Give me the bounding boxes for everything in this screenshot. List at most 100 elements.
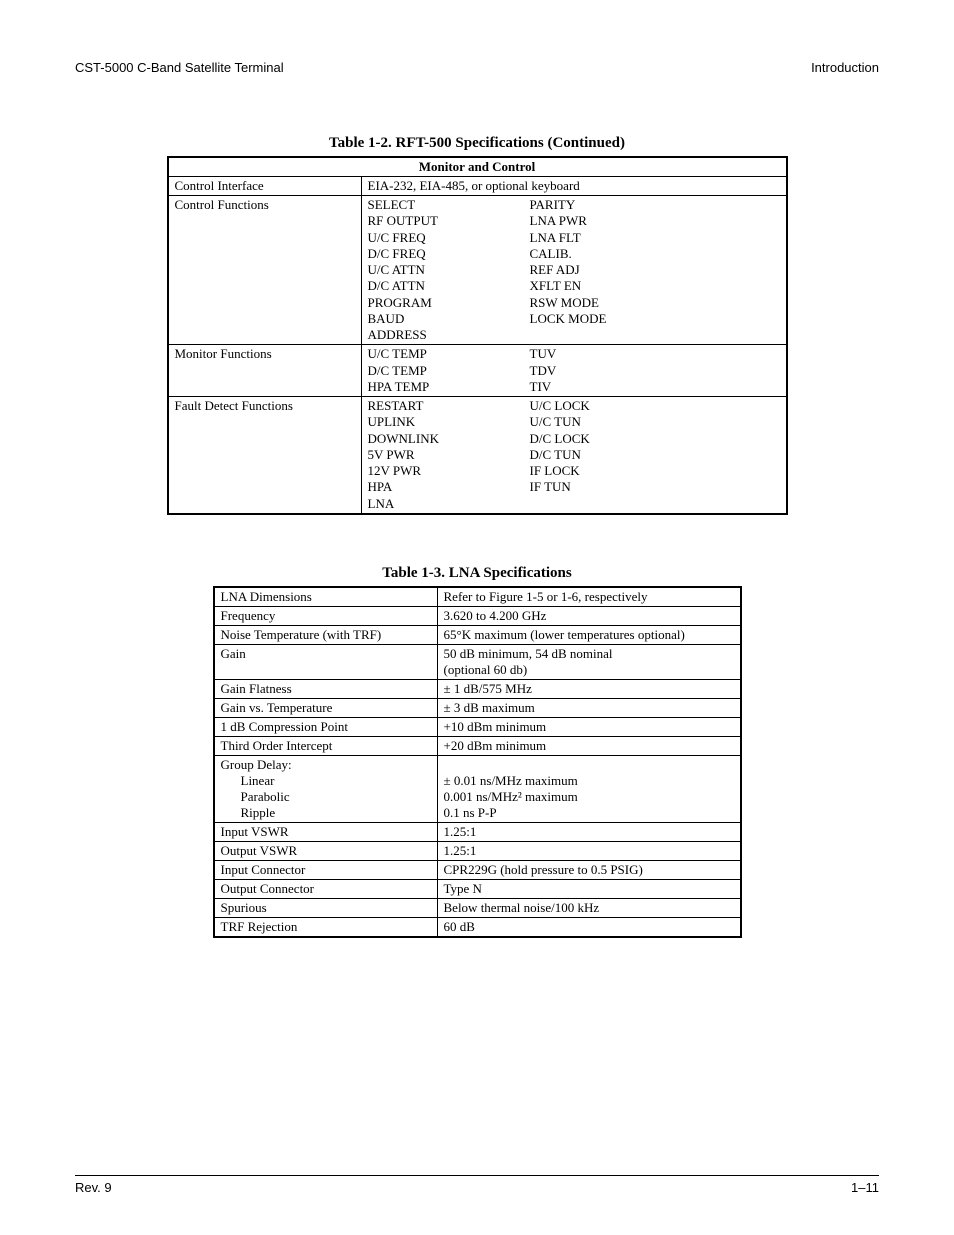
table1-row-fault-detect: Fault Detect Functions RESTART UPLINK DO… (168, 397, 787, 514)
table1: Monitor and Control Control Interface EI… (167, 156, 788, 515)
t2-value: Type N (437, 879, 741, 898)
label-sub: Parabolic (221, 789, 431, 805)
page-footer: Rev. 9 1–11 (75, 1175, 879, 1195)
table1-section-header: Monitor and Control (168, 157, 787, 177)
t2-label: Input Connector (214, 860, 438, 879)
table-row: Group Delay: Linear Parabolic Ripple ± 0… (214, 755, 741, 822)
list-item: PARITY (530, 197, 780, 213)
list-item: UPLINK (368, 414, 518, 430)
value-line (444, 757, 734, 773)
t2-label: Gain (214, 644, 438, 679)
t2-value: Refer to Figure 1-5 or 1-6, respectively (437, 587, 741, 607)
list-item: LNA (368, 496, 518, 512)
list-item: PROGRAM (368, 295, 518, 311)
table1-value: EIA-232, EIA-485, or optional keyboard (361, 177, 787, 196)
list-item: LNA FLT (530, 230, 780, 246)
list-item: SELECT (368, 197, 518, 213)
list-item: LNA PWR (530, 213, 780, 229)
t2-value: 1.25:1 (437, 841, 741, 860)
list-item: U/C FREQ (368, 230, 518, 246)
list-item: XFLT EN (530, 278, 780, 294)
label-sub: Linear (221, 773, 431, 789)
t2-value: 50 dB minimum, 54 dB nominal (optional 6… (437, 644, 741, 679)
list-item: IF TUN (530, 479, 780, 495)
table1-col-b: TUV TDV TIV (524, 345, 787, 397)
t2-value: ± 1 dB/575 MHz (437, 679, 741, 698)
table1-col-a: RESTART UPLINK DOWNLINK 5V PWR 12V PWR H… (361, 397, 524, 514)
table1-label: Monitor Functions (168, 345, 362, 397)
list-item: RF OUTPUT (368, 213, 518, 229)
t2-value: ± 0.01 ns/MHz maximum 0.001 ns/MHz² maxi… (437, 755, 741, 822)
table2-caption: Table 1-3. LNA Specifications (75, 565, 879, 582)
list-item: U/C LOCK (530, 398, 780, 414)
list-item: RESTART (368, 398, 518, 414)
t2-label: Noise Temperature (with TRF) (214, 625, 438, 644)
t2-label: Output VSWR (214, 841, 438, 860)
value-line: 0.1 ns P-P (444, 805, 734, 821)
t2-label: TRF Rejection (214, 917, 438, 937)
t2-label: LNA Dimensions (214, 587, 438, 607)
list-item: D/C ATTN (368, 278, 518, 294)
list-item: D/C TUN (530, 447, 780, 463)
table1-label: Control Functions (168, 196, 362, 345)
t2-label: Input VSWR (214, 822, 438, 841)
label-line: Group Delay: (221, 757, 431, 773)
value-line: 0.001 ns/MHz² maximum (444, 789, 734, 805)
list-item: TUV (530, 346, 780, 362)
table1-section-row: Monitor and Control (168, 157, 787, 177)
value-line: (optional 60 db) (444, 662, 734, 678)
t2-label: Third Order Intercept (214, 736, 438, 755)
table-row: LNA Dimensions Refer to Figure 1-5 or 1-… (214, 587, 741, 607)
list-item: IF LOCK (530, 463, 780, 479)
t2-value: +10 dBm minimum (437, 717, 741, 736)
page: CST-5000 C-Band Satellite Terminal Intro… (0, 0, 954, 1235)
table1-col-a: U/C TEMP D/C TEMP HPA TEMP (361, 345, 524, 397)
t2-value: 65°K maximum (lower temperatures optiona… (437, 625, 741, 644)
table-row: Frequency 3.620 to 4.200 GHz (214, 606, 741, 625)
list-item: HPA (368, 479, 518, 495)
footer-right: 1–11 (851, 1180, 879, 1195)
t2-label: Group Delay: Linear Parabolic Ripple (214, 755, 438, 822)
table1-col-b: U/C LOCK U/C TUN D/C LOCK D/C TUN IF LOC… (524, 397, 787, 514)
list-item: TIV (530, 379, 780, 395)
list-item: 5V PWR (368, 447, 518, 463)
table1-row-control-functions: Control Functions SELECT RF OUTPUT U/C F… (168, 196, 787, 345)
t2-label: Gain vs. Temperature (214, 698, 438, 717)
t2-value: 60 dB (437, 917, 741, 937)
table1-col-a: SELECT RF OUTPUT U/C FREQ D/C FREQ U/C A… (361, 196, 524, 345)
table-row: Gain 50 dB minimum, 54 dB nominal (optio… (214, 644, 741, 679)
table-row: TRF Rejection 60 dB (214, 917, 741, 937)
table2: LNA Dimensions Refer to Figure 1-5 or 1-… (213, 586, 742, 938)
t2-label: Frequency (214, 606, 438, 625)
label-sub: Ripple (221, 805, 431, 821)
page-header: CST-5000 C-Band Satellite Terminal Intro… (75, 60, 879, 75)
list-item: U/C TUN (530, 414, 780, 430)
t2-value: ± 3 dB maximum (437, 698, 741, 717)
table1-caption: Table 1-2. RFT-500 Specifications (Conti… (75, 135, 879, 152)
list-item: 12V PWR (368, 463, 518, 479)
table-row: Output VSWR 1.25:1 (214, 841, 741, 860)
table-row: Input VSWR 1.25:1 (214, 822, 741, 841)
t2-value: CPR229G (hold pressure to 0.5 PSIG) (437, 860, 741, 879)
list-item: TDV (530, 363, 780, 379)
list-item: HPA TEMP (368, 379, 518, 395)
list-item: LOCK MODE (530, 311, 780, 327)
footer-left: Rev. 9 (75, 1180, 112, 1195)
t2-label: Gain Flatness (214, 679, 438, 698)
t2-value: 1.25:1 (437, 822, 741, 841)
header-right: Introduction (811, 60, 879, 75)
list-item: D/C LOCK (530, 431, 780, 447)
t2-value: 3.620 to 4.200 GHz (437, 606, 741, 625)
list-item: D/C TEMP (368, 363, 518, 379)
list-item: BAUD (368, 311, 518, 327)
list-item: DOWNLINK (368, 431, 518, 447)
list-item: REF ADJ (530, 262, 780, 278)
table1-col-b: PARITY LNA PWR LNA FLT CALIB. REF ADJ XF… (524, 196, 787, 345)
list-item: D/C FREQ (368, 246, 518, 262)
t2-label: 1 dB Compression Point (214, 717, 438, 736)
table1-label: Fault Detect Functions (168, 397, 362, 514)
value-line: ± 0.01 ns/MHz maximum (444, 773, 734, 789)
table-row: Gain Flatness ± 1 dB/575 MHz (214, 679, 741, 698)
list-item: RSW MODE (530, 295, 780, 311)
t2-label: Output Connector (214, 879, 438, 898)
